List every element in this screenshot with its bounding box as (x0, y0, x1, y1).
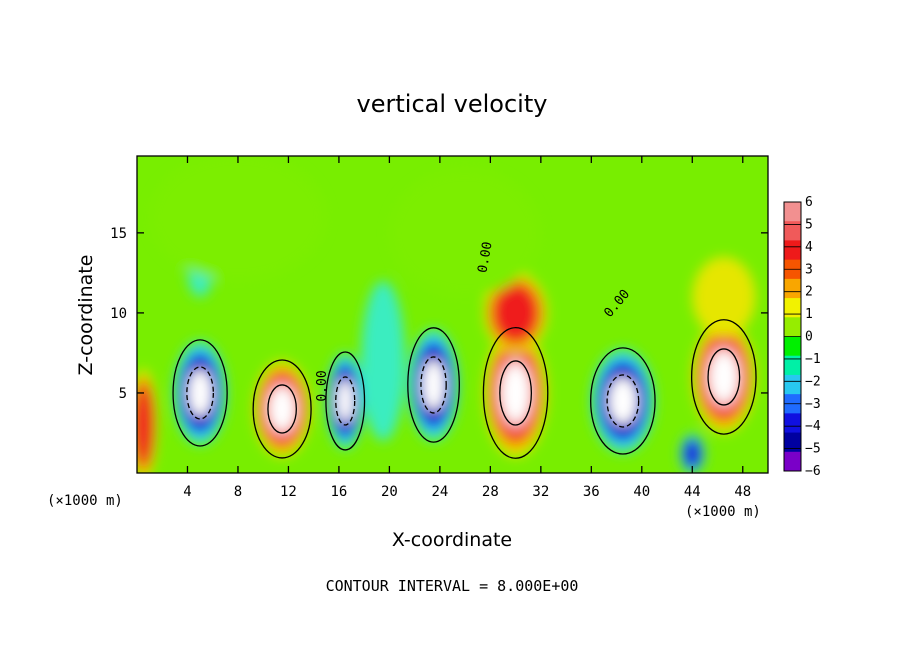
contour-6 (420, 356, 447, 414)
contour-7 (499, 360, 533, 426)
x-tick-label-11: 48 (734, 484, 751, 500)
zero-contour-4 (325, 351, 366, 451)
contour-label-1: 0.00 (315, 370, 330, 401)
contour-label-2: 0.00 (475, 241, 495, 274)
field-cell-9-band-4 (608, 377, 638, 425)
colorbar-label-3: 3 (805, 262, 813, 277)
x-tick-label-1: 8 (234, 484, 242, 500)
x-tick-label-10: 44 (684, 484, 701, 500)
zero-contour-6 (407, 327, 460, 443)
x-tick-label-0: 4 (183, 484, 191, 500)
contour-9 (606, 374, 640, 428)
y-tick-label-0: 5 (119, 386, 127, 402)
colorbar-label-10: −4 (805, 419, 821, 434)
x-axis-label: X-coordinate (392, 529, 512, 551)
colorbar-swatch-0 (784, 202, 801, 222)
x-unit-right: (×1000 m) (685, 504, 761, 520)
colorbar-swatch-11 (784, 413, 801, 434)
colorbar-swatch-4 (784, 278, 801, 299)
x-tick-label-9: 40 (633, 484, 650, 500)
x-tick-label-5: 24 (431, 484, 448, 500)
field-cell-0-band-2 (137, 385, 154, 465)
colorbar-label-11: −5 (805, 442, 821, 457)
zero-contour-9 (590, 347, 656, 455)
y-axis-label: Z-coordinate (75, 255, 97, 376)
field-cell-7-band-4 (501, 364, 530, 422)
colorbar: 6 5 4 3 2 1 0 −1 −2 −3 −4 −5 −6 (783, 195, 821, 479)
field-cell-13-band-0 (389, 168, 541, 297)
colorbar-swatch-1 (784, 221, 801, 241)
contour-interval-note: CONTOUR INTERVAL = 8.000E+00 (326, 577, 579, 595)
contour-3 (267, 384, 297, 434)
field-cell-1-band-4 (188, 369, 213, 417)
field-cell-10-band-4 (709, 351, 739, 403)
field-cell-14-band-0 (149, 156, 327, 281)
colorbar-label-5: 1 (805, 307, 813, 322)
x-unit-left: (×1000 m) (47, 493, 123, 509)
contour-10 (707, 348, 741, 406)
colorbar-swatch-6 (784, 317, 801, 337)
x-tick-label-4: 20 (381, 484, 398, 500)
colorbar-swatch-2 (784, 240, 801, 261)
zero-contour-1 (172, 339, 228, 447)
x-tick-label-3: 16 (330, 484, 347, 500)
colorbar-label-12: −6 (805, 464, 821, 479)
field-cell-8-band-2 (493, 284, 538, 341)
zero-contour-10 (690, 319, 757, 435)
colorbar-swatch-5 (784, 298, 801, 318)
zero-contour-3 (252, 359, 312, 459)
colorbar-label-8: −2 (805, 374, 821, 389)
colorbar-swatch-7 (784, 336, 801, 357)
colorbar-label-0: 6 (805, 195, 813, 210)
colorbar-label-9: −3 (805, 397, 821, 412)
zero-contour-7 (482, 326, 549, 459)
x-axis: 4 8 12 16 20 24 28 32 36 40 44 48 (183, 156, 751, 500)
colorbar-swatch-13 (784, 451, 801, 472)
x-tick-label-7: 32 (532, 484, 549, 500)
colorbar-label-7: −1 (805, 352, 821, 367)
field-cell-12-band-2 (683, 439, 702, 469)
colorbar-label-4: 2 (805, 285, 813, 300)
colorbar-swatch-9 (784, 374, 801, 395)
x-tick-label-2: 12 (280, 484, 297, 500)
y-tick-label-2: 15 (110, 226, 127, 242)
colorbar-label-1: 5 (805, 217, 813, 232)
x-tick-label-6: 28 (482, 484, 499, 500)
plot-area (137, 156, 768, 473)
field-cell-11-band-0 (692, 256, 756, 337)
colorbar-swatch-8 (784, 355, 801, 376)
field-cell-6-band-4 (422, 359, 445, 411)
chart-title: vertical velocity (357, 90, 548, 118)
contour-1 (186, 366, 215, 420)
field-cell-5-band-0 (361, 280, 406, 441)
colorbar-label-2: 4 (805, 240, 813, 255)
y-axis: 5 10 15 (110, 226, 768, 402)
field-cell-4-band-4 (336, 379, 354, 423)
field-cell-3-band-4 (269, 387, 295, 431)
y-tick-label-1: 10 (110, 306, 127, 322)
contour-4 (335, 376, 356, 426)
contour-lines (172, 319, 757, 459)
colorbar-swatch-12 (784, 432, 801, 453)
plot-frame (136, 155, 769, 474)
colorbar-label-6: 0 (805, 330, 813, 345)
x-tick-label-8: 36 (583, 484, 600, 500)
